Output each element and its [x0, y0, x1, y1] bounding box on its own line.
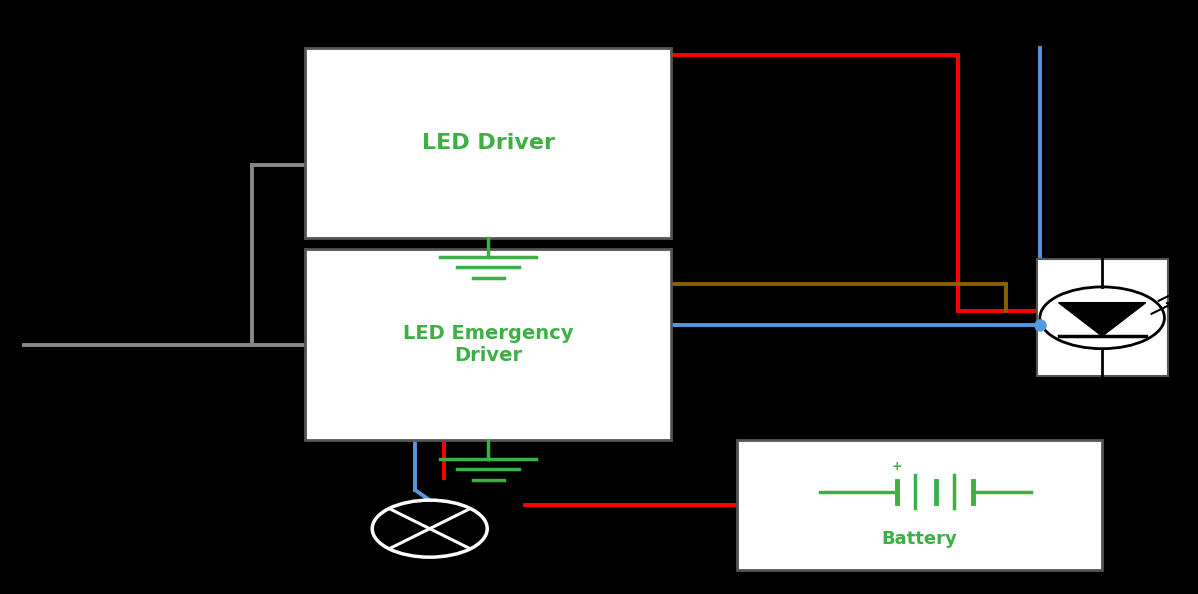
Bar — [305, 48, 671, 238]
Text: Battery: Battery — [882, 530, 957, 548]
Text: LED Driver: LED Driver — [422, 132, 555, 153]
Circle shape — [1040, 287, 1164, 349]
Text: +: + — [891, 460, 902, 473]
Bar — [305, 249, 671, 440]
Circle shape — [373, 500, 488, 557]
Bar — [1036, 259, 1168, 377]
Bar — [737, 440, 1102, 570]
Polygon shape — [1059, 303, 1145, 336]
Text: LED Emergency
Driver: LED Emergency Driver — [403, 324, 574, 365]
